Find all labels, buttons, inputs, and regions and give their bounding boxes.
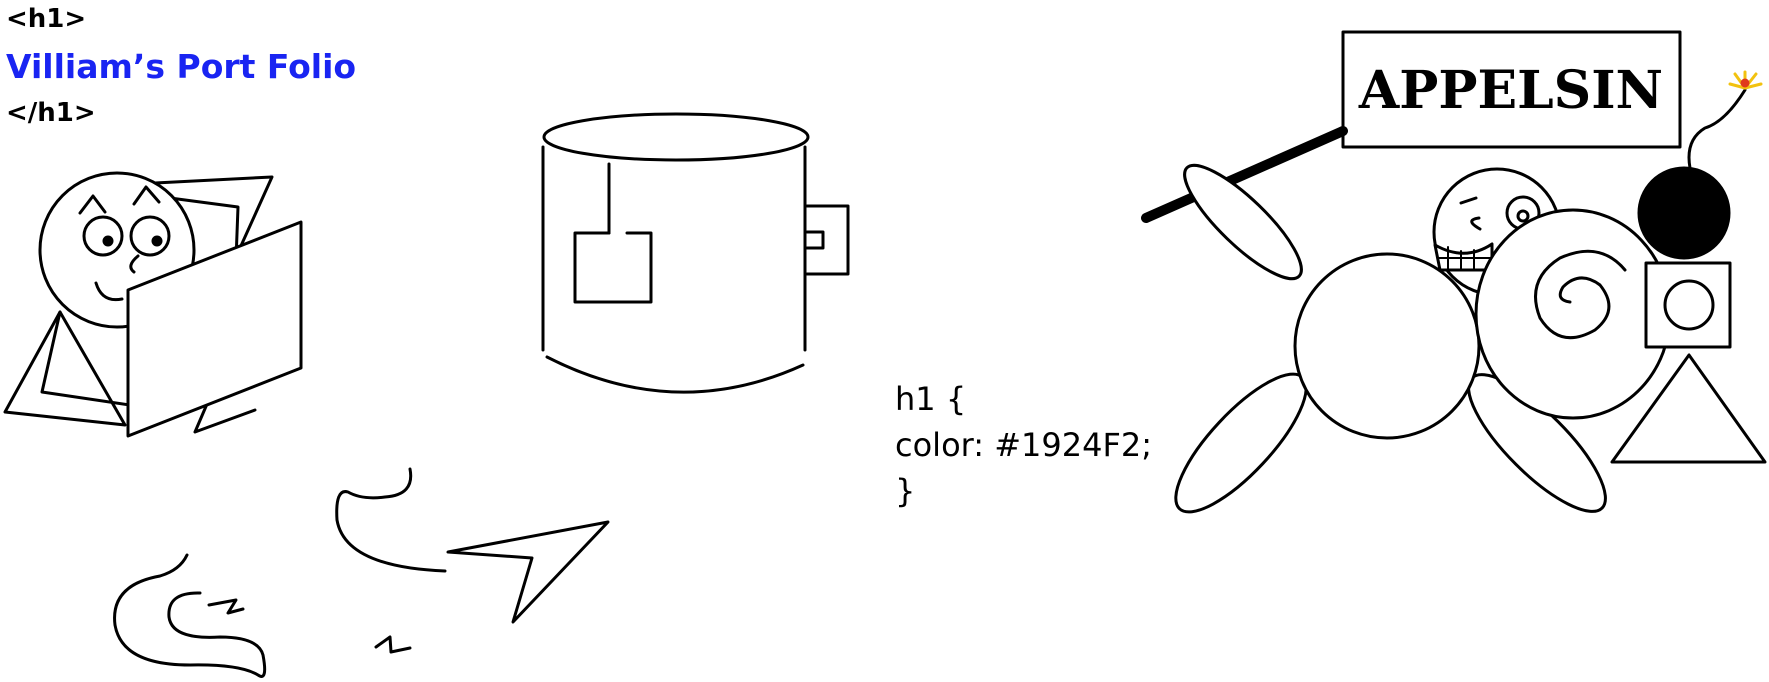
html-close-tag: </h1> — [6, 98, 96, 128]
laptop-character-drawing — [3, 171, 303, 438]
appelsin-sign — [1341, 30, 1682, 149]
css-selector-line: h1 { — [895, 380, 967, 418]
squiggle-doodles — [113, 467, 610, 678]
creature-with-sign-drawing: APPELSIN — [1141, 30, 1767, 514]
html-open-tag: <h1> — [6, 4, 87, 34]
css-code-block: h1 { color: #1924F2; } — [895, 376, 1152, 514]
css-property-line: color: #1924F2; — [895, 426, 1152, 464]
page-title: Villiam’s Port Folio — [6, 47, 357, 86]
sign-label: APPELSIN — [1358, 60, 1663, 121]
css-close-line: } — [895, 472, 916, 510]
spark-icon — [1728, 70, 1763, 90]
mug-drawing — [541, 112, 850, 394]
